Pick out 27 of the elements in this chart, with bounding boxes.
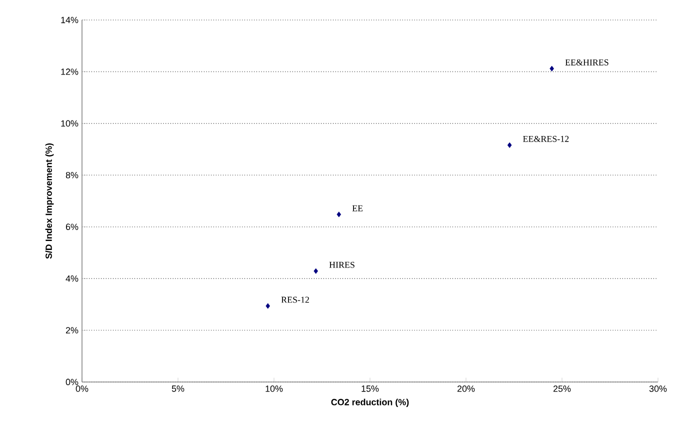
y-tick-label: 6%: [66, 224, 78, 230]
point: [550, 66, 554, 72]
point: [266, 303, 270, 309]
annotation: EE&RES-12: [523, 136, 569, 142]
x-tick-label: 10%: [266, 386, 283, 392]
annotation: EE&HIRES: [565, 59, 608, 66]
x-tick-label: 0%: [76, 386, 88, 392]
annotation: EE: [352, 205, 363, 212]
y-tick-label: 0%: [66, 378, 78, 386]
y-tick-label: 14%: [61, 16, 78, 24]
y-tick-label: 4%: [66, 275, 78, 282]
y-tick-label: 8%: [66, 172, 78, 178]
x-tick-label: 20%: [457, 386, 475, 392]
x-axis-title: CO2 reduction (%): [331, 398, 409, 408]
y-tick-label: 12%: [61, 68, 78, 75]
annotation: RES-12: [281, 296, 309, 303]
x-tick-label: 15%: [362, 386, 379, 392]
x-tick-label: 5%: [172, 386, 184, 392]
x-tick-label: 25%: [553, 386, 571, 392]
annotation: HIRES: [329, 262, 354, 268]
point: [336, 212, 342, 218]
x-tick-label: 30%: [649, 386, 667, 392]
point: [507, 142, 512, 148]
y-axis-title: S/D Index Improvement (%): [45, 143, 54, 259]
point: [314, 268, 318, 274]
y-tick-label: 10%: [61, 120, 78, 127]
y-tick-label: 2%: [66, 327, 78, 334]
